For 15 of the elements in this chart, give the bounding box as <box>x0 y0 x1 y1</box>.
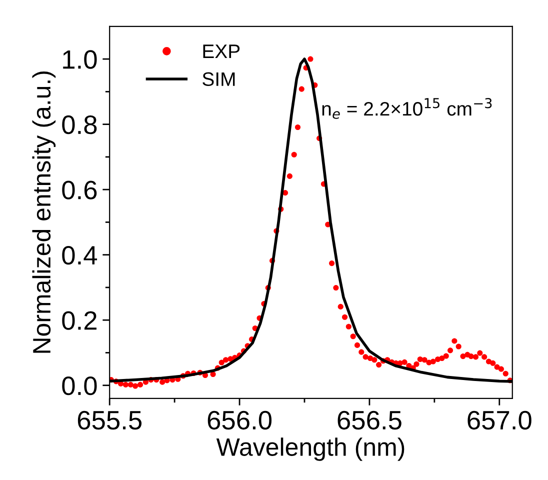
y-tick-label: 0.2 <box>62 311 96 330</box>
annotation: n$_{e}$ = 2.2×10$^{15}$ cm$^{−3}$ <box>322 98 492 119</box>
legend-label: SIM <box>202 72 235 86</box>
y-tick-label: 0.8 <box>62 115 97 134</box>
y-tick-label: 1.0 <box>63 50 97 69</box>
y-tick-label: 0.6 <box>62 180 97 200</box>
y-tick-label: 0.4 <box>62 246 98 265</box>
x-tick-label: 656.5 <box>338 410 402 430</box>
x-tick-label: 656.0 <box>208 410 272 430</box>
y-axis-title: Normalized entnsity (a.u.) <box>32 72 56 353</box>
x-axis-title: Wavelength (nm) <box>216 438 404 461</box>
y-tick-label: 0.0 <box>62 376 97 396</box>
x-tick-label: 657.0 <box>468 410 532 430</box>
x-tick-label: 655.5 <box>78 410 142 430</box>
legend-label: EXP <box>203 44 240 58</box>
